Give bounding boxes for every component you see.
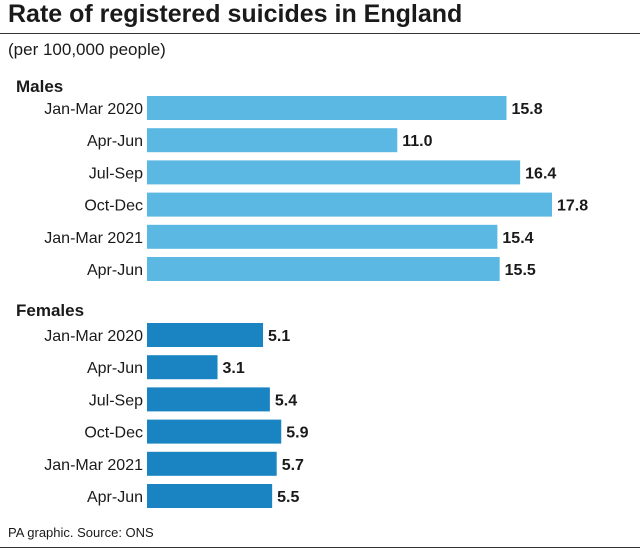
group-label-males: Males xyxy=(16,77,63,96)
value-label: 15.5 xyxy=(505,262,536,279)
value-label: 3.1 xyxy=(223,360,245,377)
category-label: Jan-Mar 2021 xyxy=(44,230,143,247)
category-label: Jan-Mar 2021 xyxy=(44,457,143,474)
value-label: 5.1 xyxy=(268,328,290,345)
category-label: Jan-Mar 2020 xyxy=(44,101,143,118)
value-label: 5.9 xyxy=(286,425,308,442)
category-label: Jul-Sep xyxy=(89,392,143,409)
category-label: Oct-Dec xyxy=(84,198,143,215)
bar-males xyxy=(147,96,507,120)
bar-males xyxy=(147,160,521,185)
bar-females xyxy=(147,419,282,444)
category-label: Apr-Jun xyxy=(87,360,143,377)
bar-males xyxy=(147,128,398,153)
bar-females xyxy=(147,323,264,347)
value-label: 5.5 xyxy=(277,489,299,506)
group-label-females: Females xyxy=(16,301,84,320)
value-label: 16.4 xyxy=(525,165,556,182)
bar-females xyxy=(147,484,273,508)
bar-males xyxy=(147,224,498,249)
source-note: PA graphic. Source: ONS xyxy=(8,525,154,540)
category-label: Apr-Jun xyxy=(87,133,143,150)
value-label: 15.8 xyxy=(511,101,542,118)
value-label: 5.4 xyxy=(275,392,297,409)
category-label: Apr-Jun xyxy=(87,489,143,506)
category-label: Apr-Jun xyxy=(87,262,143,279)
chart-subtitle: (per 100,000 people) xyxy=(8,40,166,59)
bar-chart: Males Jan-Mar 2020 15.8 Apr-Jun 11.0 Jul-Sep 1… xyxy=(16,77,588,508)
value-label: 5.7 xyxy=(282,457,304,474)
value-label: 15.4 xyxy=(502,230,533,247)
bar-females xyxy=(147,387,270,412)
value-label: 11.0 xyxy=(402,133,432,150)
bar-males xyxy=(147,257,500,281)
category-label: Oct-Dec xyxy=(84,425,143,442)
category-label: Jan-Mar 2020 xyxy=(44,328,143,345)
value-label: 17.8 xyxy=(557,198,588,215)
chart-title: Rate of registered suicides in England xyxy=(8,0,463,28)
bar-females xyxy=(147,451,277,476)
title-divider xyxy=(0,33,640,34)
category-label: Jul-Sep xyxy=(89,165,143,182)
bar-females xyxy=(147,355,218,380)
bar-males xyxy=(147,192,552,217)
